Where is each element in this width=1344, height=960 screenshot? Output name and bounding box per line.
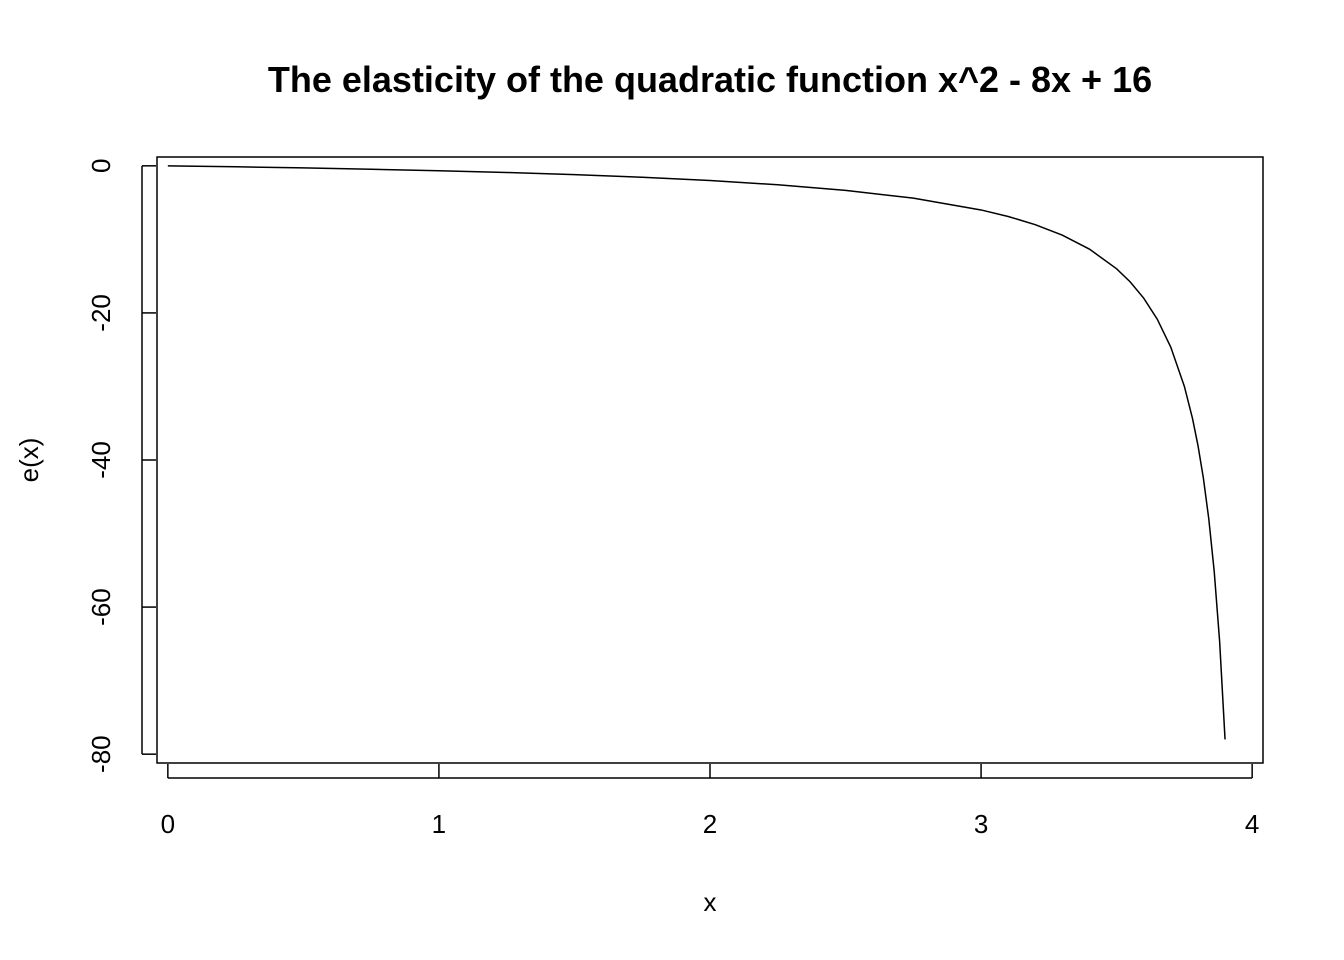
x-tick-label: 2 xyxy=(703,809,717,839)
y-tick-label: -20 xyxy=(86,294,116,332)
y-tick-label: -40 xyxy=(86,441,116,479)
series-line xyxy=(167,165,1226,740)
plot-area-frame xyxy=(156,156,1264,764)
y-tick-label: 0 xyxy=(86,159,116,173)
y-tick-label: -60 xyxy=(86,588,116,626)
x-tick-label: 3 xyxy=(974,809,988,839)
chart-title: The elasticity of the quadratic function… xyxy=(268,59,1152,100)
y-axis-title: e(x) xyxy=(14,438,44,483)
x-axis: 0 1 2 3 4 xyxy=(161,764,1259,839)
y-tick-label: -80 xyxy=(86,735,116,773)
x-tick-label: 0 xyxy=(161,809,175,839)
x-axis-title: x xyxy=(704,887,717,917)
series-layer xyxy=(167,165,1226,740)
y-axis: 0 -20 -40 -60 -80 xyxy=(86,159,156,773)
x-tick-label: 1 xyxy=(432,809,446,839)
x-tick-label: 4 xyxy=(1245,809,1259,839)
